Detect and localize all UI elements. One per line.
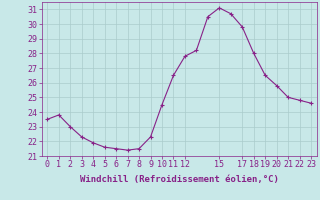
X-axis label: Windchill (Refroidissement éolien,°C): Windchill (Refroidissement éolien,°C) — [80, 175, 279, 184]
